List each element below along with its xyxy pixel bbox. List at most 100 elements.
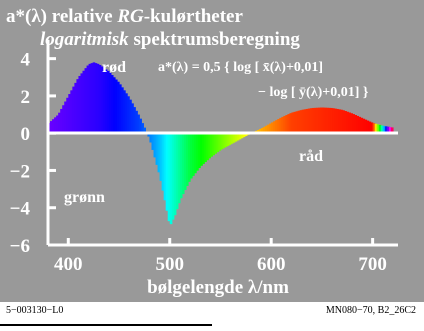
area-slice <box>238 133 242 140</box>
area-slice <box>366 120 370 134</box>
area-slice <box>121 87 124 134</box>
area-slice <box>356 115 360 134</box>
label-green: grønn <box>64 189 105 206</box>
area-slice <box>62 105 65 134</box>
area-slice <box>157 133 161 173</box>
area-slice <box>378 124 382 134</box>
area-slice <box>352 114 355 134</box>
area-slice <box>137 114 140 134</box>
footer-right: MN080−70, B2_26C2 <box>325 305 416 316</box>
area-slice <box>68 94 71 134</box>
area-slice <box>175 133 179 210</box>
area-slice <box>328 107 331 134</box>
area-slice <box>350 113 353 134</box>
area-slice <box>362 118 366 134</box>
area-slice <box>133 107 136 134</box>
y-tick-label: 0 <box>21 124 31 145</box>
area-slice <box>169 133 173 225</box>
area-slice <box>116 81 120 134</box>
area-slice <box>84 68 88 134</box>
y-tick-label: −2 <box>10 161 30 182</box>
area-slice <box>143 127 146 134</box>
area-slice <box>287 114 291 134</box>
chart: 400 500 600 700 −6 −4 −2 0 2 4 a*(λ) relative RG-… <box>0 0 424 302</box>
area-slice <box>386 126 390 134</box>
area-slice <box>315 107 319 134</box>
label-red-upper: rød <box>102 59 126 76</box>
area-slice <box>206 133 209 161</box>
area-slice <box>131 103 134 134</box>
area-slice <box>198 133 201 169</box>
area-slice <box>183 133 187 191</box>
formula-line2: − log [ ȳ(λ)+0,01] } <box>258 85 369 100</box>
area-slice <box>110 75 114 134</box>
label-red-lower: råd <box>299 148 323 165</box>
area-slice <box>181 133 185 195</box>
area-slice <box>190 133 193 179</box>
area-slice <box>281 116 284 134</box>
area-slice <box>244 133 248 136</box>
area-slice <box>165 133 169 211</box>
area-slice <box>311 107 315 134</box>
area-slice <box>330 107 333 134</box>
area-slice <box>259 128 262 134</box>
area-slice <box>64 101 67 134</box>
area-slice <box>218 133 222 151</box>
area-slice <box>364 119 368 134</box>
area-slice <box>370 122 374 134</box>
area-slice <box>358 116 362 134</box>
area-slice <box>297 110 301 134</box>
area-slice <box>104 69 108 134</box>
area-slice <box>179 133 183 199</box>
y-tick-label: −4 <box>10 199 31 220</box>
area-slice <box>374 123 378 134</box>
area-slice <box>313 107 317 134</box>
area-slice <box>321 107 325 134</box>
area-slice <box>234 133 238 142</box>
area-slice <box>171 133 175 220</box>
area-slice <box>86 65 90 134</box>
spectral-area <box>48 62 394 225</box>
area-slice <box>70 90 73 134</box>
area-slice <box>208 133 211 159</box>
area-slice <box>277 119 280 134</box>
area-slice <box>346 111 349 134</box>
area-slice <box>52 119 55 134</box>
area-slice <box>228 133 232 145</box>
area-slice <box>230 133 234 144</box>
area-slice <box>334 108 337 134</box>
area-slice <box>127 96 130 134</box>
title-line1: a*(λ) relative RG-kulørtheter <box>6 6 243 27</box>
tick-labels: 400 500 600 700 −6 −4 −2 0 2 4 <box>10 50 387 275</box>
area-slice <box>267 124 270 134</box>
area-slice <box>96 63 100 134</box>
area-slice <box>224 133 228 148</box>
area-slice <box>232 133 236 143</box>
area-slice <box>293 111 297 134</box>
area-slice <box>299 110 303 134</box>
y-tick-label: 4 <box>21 50 31 71</box>
area-slice <box>344 111 347 134</box>
area-slice <box>307 108 311 134</box>
area-slice <box>301 109 305 134</box>
area-slice <box>54 117 57 134</box>
area-slice <box>92 62 96 134</box>
y-tick-label: −6 <box>10 236 30 257</box>
area-slice <box>163 133 167 201</box>
area-slice <box>202 133 205 164</box>
x-tick-label: 600 <box>257 254 286 275</box>
area-slice <box>80 73 84 134</box>
area-slice <box>177 133 181 204</box>
area-slice <box>204 133 207 163</box>
area-slice <box>82 70 86 134</box>
area-slice <box>283 115 286 134</box>
area-slice <box>242 133 246 138</box>
area-slice <box>98 64 102 134</box>
area-slice <box>261 127 264 134</box>
area-slice <box>388 127 392 134</box>
area-slice <box>368 121 372 134</box>
area-slice <box>216 133 220 153</box>
area-slice <box>66 97 69 134</box>
area-slice <box>102 67 106 134</box>
area-slice <box>279 117 282 134</box>
